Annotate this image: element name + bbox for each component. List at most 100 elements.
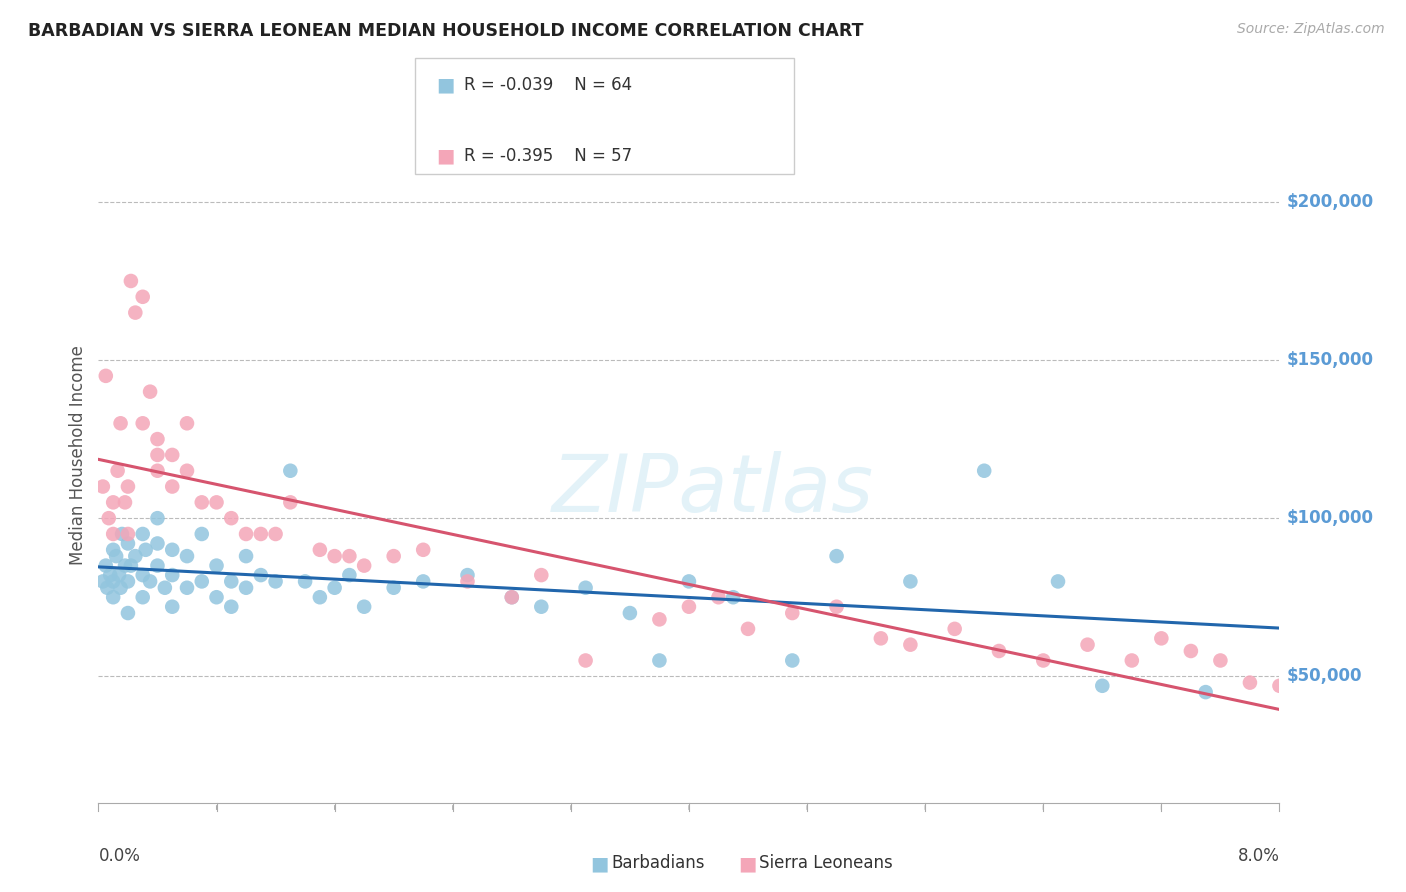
Point xyxy=(132,417,155,431)
Point xyxy=(176,581,198,595)
Point xyxy=(110,581,132,595)
Text: $100,000: $100,000 xyxy=(1286,509,1374,527)
Point xyxy=(943,622,966,636)
Point xyxy=(176,464,198,478)
Point xyxy=(124,305,146,319)
Point xyxy=(1077,638,1099,652)
Point xyxy=(108,568,131,582)
Point xyxy=(678,574,700,589)
Point xyxy=(382,549,405,563)
Point xyxy=(235,549,257,563)
Text: $200,000: $200,000 xyxy=(1286,193,1374,211)
Text: ■: ■ xyxy=(436,146,454,166)
Point xyxy=(412,574,434,589)
Point xyxy=(412,542,434,557)
Text: Source: ZipAtlas.com: Source: ZipAtlas.com xyxy=(1237,22,1385,37)
Point xyxy=(103,542,124,557)
Point xyxy=(648,612,671,626)
Point xyxy=(250,568,273,582)
Point xyxy=(825,549,848,563)
Point xyxy=(898,574,921,589)
Point xyxy=(278,464,301,478)
Point xyxy=(132,290,155,304)
Point xyxy=(737,622,759,636)
Point xyxy=(530,568,553,582)
Point xyxy=(132,527,155,541)
Point xyxy=(264,574,287,589)
Text: $50,000: $50,000 xyxy=(1286,667,1362,685)
Text: 8.0%: 8.0% xyxy=(1237,847,1279,865)
Point xyxy=(1091,679,1114,693)
Point xyxy=(898,638,921,652)
Point xyxy=(117,574,139,589)
Point xyxy=(96,581,118,595)
Point xyxy=(146,558,169,573)
Point xyxy=(162,479,183,493)
Point xyxy=(91,574,114,589)
Point xyxy=(146,464,169,478)
Point xyxy=(219,511,242,525)
Point xyxy=(250,527,273,541)
Point xyxy=(501,591,523,605)
Point xyxy=(721,591,744,605)
Point xyxy=(323,581,346,595)
Text: $150,000: $150,000 xyxy=(1286,351,1374,369)
Point xyxy=(574,581,596,595)
Point xyxy=(97,511,120,525)
Point xyxy=(308,542,332,557)
Text: R = -0.395    N = 57: R = -0.395 N = 57 xyxy=(464,147,633,165)
Point xyxy=(176,549,198,563)
Point xyxy=(323,549,346,563)
Point xyxy=(1194,685,1216,699)
Point xyxy=(205,495,228,509)
Point xyxy=(191,495,214,509)
Point xyxy=(264,527,287,541)
Point xyxy=(1121,653,1143,667)
Text: ZIPatlas: ZIPatlas xyxy=(551,450,873,529)
Text: R = -0.039    N = 64: R = -0.039 N = 64 xyxy=(464,76,633,94)
Text: 0.0%: 0.0% xyxy=(98,847,141,865)
Point xyxy=(124,549,146,563)
Point xyxy=(825,599,848,614)
Point xyxy=(103,495,124,509)
Point xyxy=(1032,653,1054,667)
Point xyxy=(530,599,553,614)
Text: ■: ■ xyxy=(436,75,454,95)
Point xyxy=(973,464,995,478)
Point xyxy=(337,549,360,563)
Point xyxy=(1180,644,1202,658)
Point xyxy=(574,653,596,667)
Point xyxy=(162,542,183,557)
Y-axis label: Median Household Income: Median Household Income xyxy=(69,345,87,565)
Point xyxy=(294,574,316,589)
Point xyxy=(103,574,124,589)
Point xyxy=(162,568,183,582)
Point xyxy=(219,599,242,614)
Point xyxy=(619,606,641,620)
Point xyxy=(117,479,139,493)
Point xyxy=(110,417,132,431)
Text: Barbadians: Barbadians xyxy=(612,855,706,872)
Point xyxy=(456,568,478,582)
Point xyxy=(91,479,114,493)
Point xyxy=(135,542,157,557)
Point xyxy=(105,549,128,563)
Point xyxy=(782,653,804,667)
Point xyxy=(1268,679,1291,693)
Point xyxy=(132,591,155,605)
Point xyxy=(205,558,228,573)
Point xyxy=(353,558,375,573)
Point xyxy=(103,591,124,605)
Point xyxy=(146,448,169,462)
Point xyxy=(132,568,155,582)
Point xyxy=(176,417,198,431)
Point xyxy=(146,536,169,550)
Point xyxy=(111,527,134,541)
Point xyxy=(869,632,891,646)
Point xyxy=(219,574,242,589)
Point xyxy=(146,511,169,525)
Point xyxy=(782,606,804,620)
Point xyxy=(308,591,332,605)
Point xyxy=(987,644,1010,658)
Point xyxy=(162,448,183,462)
